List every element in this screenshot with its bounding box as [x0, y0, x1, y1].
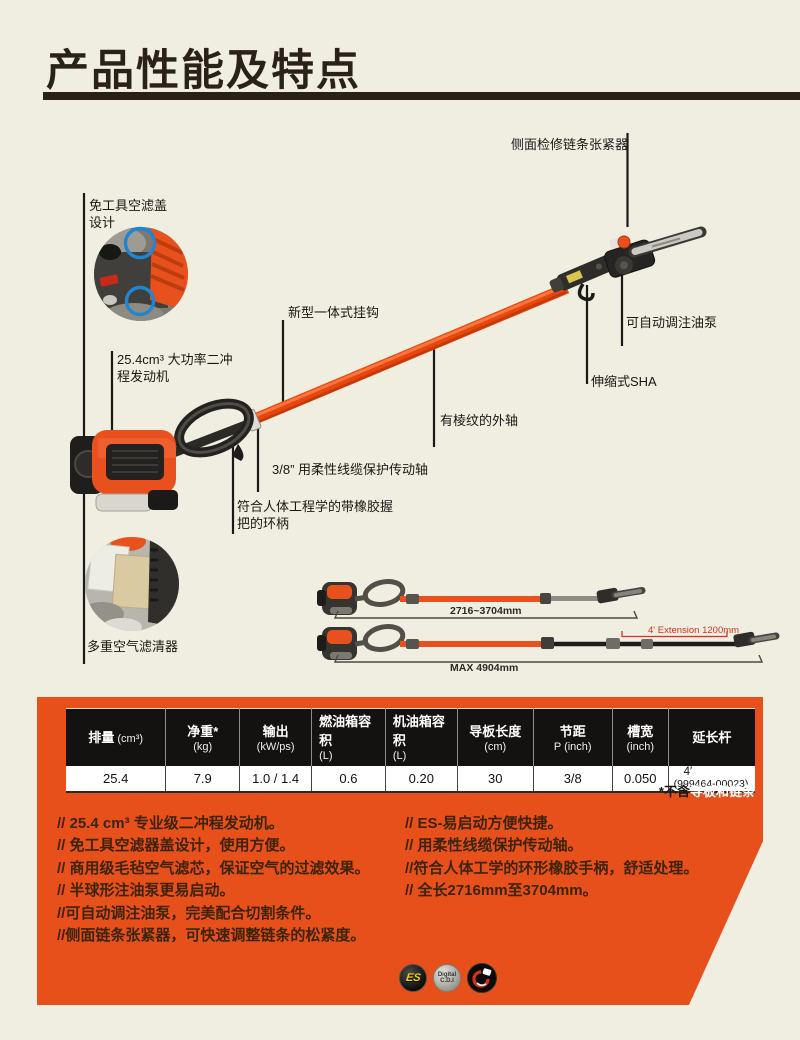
- feature-column-left: // 25.4 cm³ 专业级二冲程发动机。 // 免工具空滤器盖设计，使用方便…: [57, 813, 370, 947]
- length-diagram-standard: [317, 579, 646, 619]
- cdi-badge-line2: C.D.I: [440, 978, 454, 984]
- dim-range-label: 2716~3704mm: [450, 605, 522, 617]
- dim-max-label: MAX 4904mm: [450, 662, 519, 674]
- callout-lines: [82, 133, 629, 664]
- chain-tensioner-logo-icon: [472, 968, 492, 988]
- callout-drive-shaft: 3/8” 用柔性线缆保护传动轴: [272, 462, 429, 477]
- callout-engine: 25.4cm³ 大功率二冲 程发动机: [117, 352, 233, 384]
- val-fuel-tank: 0.6: [311, 766, 386, 792]
- spec-header-row: 排量 (cm³) 净重* (kg) 输出 (kW/ps) 燃油箱容积 (L) 机油箱容积…: [66, 708, 755, 766]
- page-title: 产品性能及特点: [46, 47, 361, 95]
- feature-item: //符合人体工学的环形橡胶手柄，舒适处理。: [405, 859, 699, 877]
- pole-saw-illustration: [70, 133, 780, 664]
- length-diagram-extended: [317, 624, 780, 663]
- callout-auto-oiler: 可自动调注油泵: [626, 315, 718, 330]
- spec-table: 排量 (cm³) 净重* (kg) 输出 (kW/ps) 燃油箱容积 (L) 机油箱容积…: [66, 708, 755, 793]
- es-start-badge: ES: [399, 964, 427, 992]
- val-gauge: 0.050: [612, 766, 669, 792]
- feature-item: //侧面链条张紧器，可快速调整链条的松紧度。: [57, 926, 366, 944]
- feature-item: // 商用级毛毡空气滤芯，保证空气的过滤效果。: [57, 859, 370, 877]
- es-badge-label: ES: [404, 972, 422, 984]
- val-extension: 4′ (999464-00023): [668, 766, 755, 792]
- col-extension: 延长杆: [668, 708, 755, 766]
- chain-tensioner-logo-badge: [467, 963, 497, 993]
- feature-item: // 免工具空滤器盖设计，使用方便。: [57, 837, 295, 855]
- val-oil-tank: 0.20: [385, 766, 458, 792]
- pole-saw-machine: [70, 226, 707, 512]
- spec-value-row: 25.4 7.9 1.0 / 1.4 0.6 0.20 30 3/8 0.050…: [66, 766, 755, 792]
- col-bar-length: 导板长度 (cm): [457, 708, 534, 766]
- dim-extension-label: 4' Extension 1200mm: [648, 625, 740, 636]
- callout-ribbed-shaft: 有棱纹的外轴: [440, 413, 519, 428]
- feature-item: //可自动调注油泵，完美配合切割条件。: [57, 904, 321, 922]
- col-fuel-tank: 燃油箱容积 (L): [311, 708, 386, 766]
- col-gauge: 槽宽 (inch): [612, 708, 669, 766]
- digital-cdi-badge: Digital C.D.I: [433, 964, 461, 992]
- spec-panel: 排量 (cm³) 净重* (kg) 输出 (kW/ps) 燃油箱容积 (L) 机油箱容积…: [37, 697, 763, 1005]
- val-displacement: 25.4: [66, 766, 167, 792]
- highlight-ring-top: [123, 226, 157, 260]
- col-displacement: 排量 (cm³): [66, 708, 167, 766]
- callout-multi-filter: 多重空气滤清器: [87, 639, 179, 654]
- feature-item: // 全长2716mm至3704mm。: [405, 882, 598, 900]
- callout-air-filter-cover: 免工具空滤盖 设计: [89, 198, 168, 230]
- table-footnote: *不含导板和链条: [658, 784, 755, 799]
- feature-item: // 半球形注油泵更易启动。: [57, 882, 235, 900]
- val-bar-length: 30: [457, 766, 534, 792]
- col-weight: 净重* (kg): [165, 708, 241, 766]
- multi-filter-inset: [85, 537, 179, 631]
- callout-hook: 新型一体式挂钩: [288, 305, 380, 320]
- callout-ergo-handle: 符合人体工程学的带橡胶握 把的环柄: [237, 499, 394, 531]
- feature-item: // 25.4 cm³ 专业级二冲程发动机。: [57, 815, 284, 832]
- highlight-ring-bottom: [124, 285, 156, 317]
- callout-side-tensioner: 侧面检修链条张紧器: [511, 137, 629, 152]
- callout-telescopic-shaft: 伸缩式SHA: [591, 374, 657, 389]
- title-underline: [43, 92, 800, 100]
- feature-item: // ES-易启动方便快捷。: [405, 815, 563, 832]
- col-oil-tank: 机油箱容积 (L): [385, 708, 458, 766]
- col-output: 输出 (kW/ps): [239, 708, 313, 766]
- val-output: 1.0 / 1.4: [239, 766, 313, 792]
- val-weight: 7.9: [165, 766, 241, 792]
- air-filter-cover-inset: [94, 226, 188, 321]
- col-pitch: 节距 P (inch): [533, 708, 613, 766]
- feature-item: // 用柔性线缆保护传动轴。: [405, 837, 583, 855]
- val-pitch: 3/8: [533, 766, 613, 792]
- cdi-badge-line1: Digital: [437, 971, 457, 978]
- feature-column-right: // ES-易启动方便快捷。 // 用柔性线缆保护传动轴。 //符合人体工学的环…: [405, 813, 698, 903]
- feature-badges: ES Digital C.D.I: [399, 963, 497, 993]
